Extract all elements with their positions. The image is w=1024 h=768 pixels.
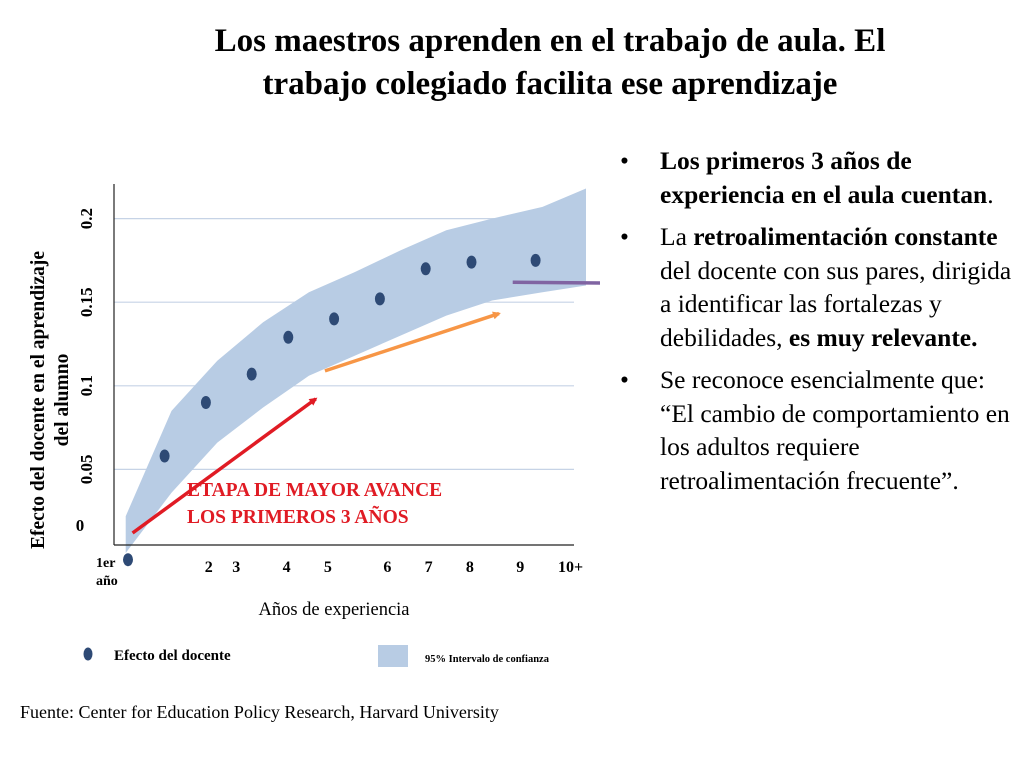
legend-point-marker	[83, 647, 93, 661]
x-tick-label: 10+	[558, 559, 583, 576]
slide-title: Los maestros aprenden en el trabajo de a…	[80, 20, 1020, 106]
bullet-marker: •	[620, 222, 629, 251]
y-tick-label: 0.05	[77, 455, 96, 485]
legend-band-swatch	[378, 645, 408, 667]
y-tick-label: 0.1	[77, 375, 96, 396]
x-tick-label: 4	[283, 559, 291, 576]
x-tick-label: 8	[466, 559, 474, 576]
x-tick-label: 6	[383, 559, 391, 576]
x-tick-label: 5	[324, 559, 332, 576]
bullet-text: es muy relevante.	[788, 322, 978, 352]
x-tick-label: 1er	[96, 556, 115, 571]
data-point	[200, 396, 211, 409]
slide-title-line-2: trabajo colegiado facilita ese aprendiza…	[262, 66, 838, 102]
trend-arrows	[131, 280, 600, 535]
data-point	[466, 255, 477, 269]
source-note: Fuente: Center for Education Policy Rese…	[20, 702, 499, 722]
y-tick-label: 0.15	[77, 287, 96, 317]
bullet-text: La	[660, 222, 694, 251]
axes	[113, 184, 574, 546]
y-axis-label-line-1: Efecto del docente en el aprendizaje	[28, 251, 49, 549]
bullet-text: del docente con sus pares, dirigida a id…	[660, 255, 1012, 352]
y-tick-label: 0	[76, 516, 85, 535]
y-axis-label-line-2: del alumno	[52, 354, 73, 447]
x-tick-label: año	[96, 574, 118, 589]
legend: Efecto del docente 95% Intervalo de conf…	[83, 645, 550, 667]
bullet-item: • Los primeros 3 años de experiencia en e…	[614, 144, 1018, 211]
legend-label-confidence: 95% Intervalo de confianza	[425, 654, 550, 665]
confidence-band	[125, 188, 586, 553]
bullet-text: .	[987, 179, 994, 209]
trend-arrow	[324, 311, 501, 373]
x-tick-label: 3	[232, 559, 240, 576]
data-point	[246, 367, 257, 381]
x-axis-label: Años de experiencia	[258, 600, 409, 620]
trend-arrow	[131, 397, 318, 535]
data-point	[329, 312, 340, 326]
bullet-marker: •	[620, 365, 629, 394]
data-points	[123, 253, 541, 567]
chart: 0 0.05 0.1 0.15 0.2 1er año 2 3 4 5 6 7 8 9 10+ ETAPA …	[28, 184, 600, 667]
x-tick-label: 9	[516, 559, 524, 576]
bullet-text: Se reconoce esencialmente que: “El cambi…	[660, 365, 1010, 495]
bullet-list: • Los primeros 3 años de experiencia en e…	[614, 144, 1018, 506]
data-point	[159, 449, 170, 463]
data-point	[123, 553, 133, 567]
annotation-line-1: ETAPA DE MAYOR AVANCE	[187, 480, 442, 501]
data-point	[420, 262, 431, 276]
bullet-text: retroalimentación constante	[693, 222, 998, 251]
slide-title-line-1: Los maestros aprenden en el trabajo de a…	[214, 23, 886, 59]
bullet-text: Los primeros 3 años de experiencia en el…	[660, 146, 988, 209]
bullet-item: • La retroalimentación constante del doce…	[614, 220, 1018, 354]
data-point	[374, 292, 385, 306]
data-point	[530, 253, 541, 267]
x-tick-labels: 1er año 2 3 4 5 6 7 8 9 10+	[96, 556, 583, 589]
trend-arrow	[512, 280, 600, 285]
y-tick-label: 0.2	[77, 208, 96, 229]
data-point	[283, 330, 294, 344]
annotation-line-2: LOS PRIMEROS 3 AÑOS	[187, 506, 409, 528]
bullet-marker: •	[620, 146, 629, 175]
bullet-item: • Se reconoce esencialmente que: “El camb…	[614, 363, 1018, 497]
y-tick-labels: 0 0.05 0.1 0.15 0.2	[76, 208, 96, 535]
x-tick-label: 7	[425, 559, 433, 576]
legend-label-teacher-effect: Efecto del docente	[114, 648, 231, 664]
x-tick-label: 2	[205, 559, 213, 576]
